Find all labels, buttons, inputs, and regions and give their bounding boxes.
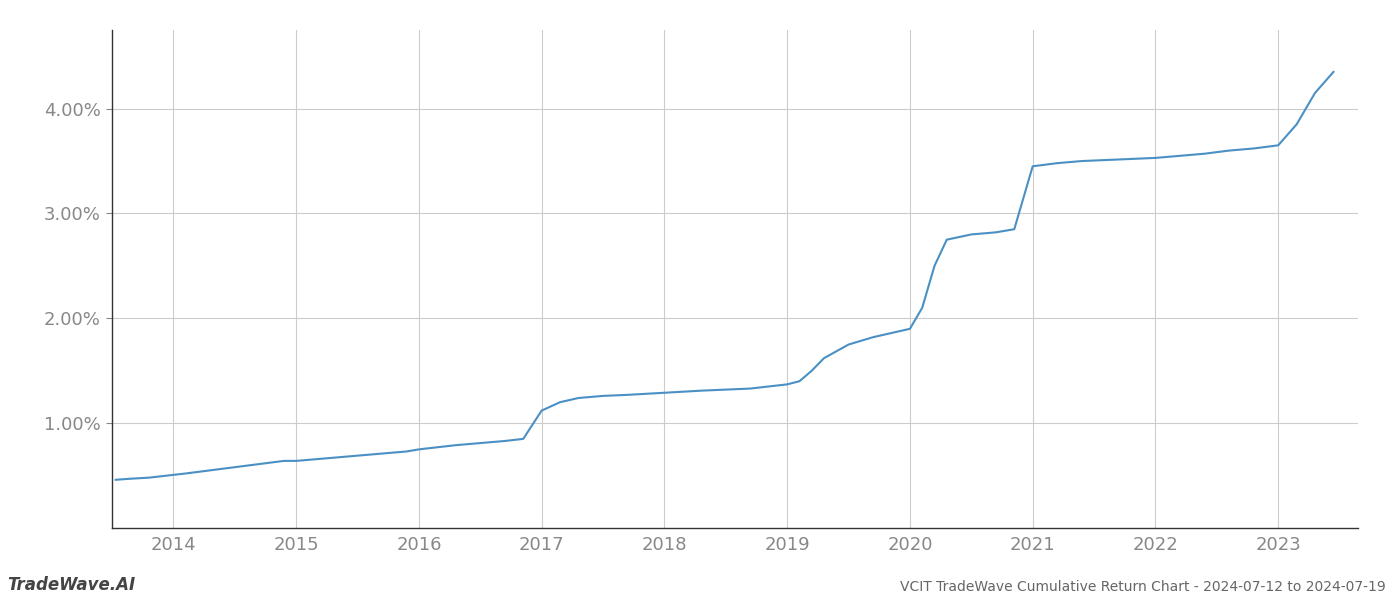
Text: TradeWave.AI: TradeWave.AI bbox=[7, 576, 136, 594]
Text: VCIT TradeWave Cumulative Return Chart - 2024-07-12 to 2024-07-19: VCIT TradeWave Cumulative Return Chart -… bbox=[900, 580, 1386, 594]
